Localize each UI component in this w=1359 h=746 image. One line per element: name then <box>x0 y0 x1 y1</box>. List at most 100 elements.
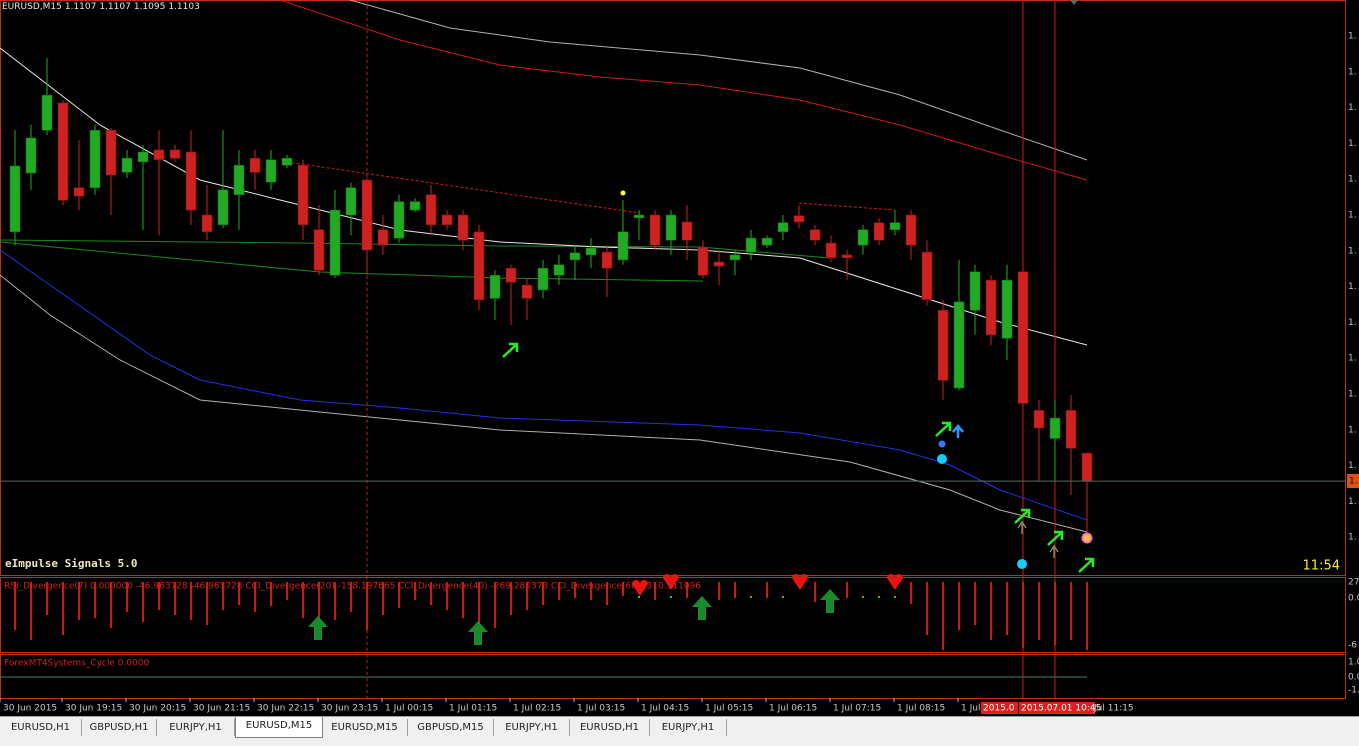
price-label: 1. <box>1348 425 1357 435</box>
time-label: 30 Jun 22:15 <box>257 704 314 714</box>
candle-body <box>985 279 997 336</box>
time-label: 1 Jul 04:15 <box>641 704 689 714</box>
candle-body <box>153 149 165 160</box>
time-label: 30 Jun 2015 <box>3 704 57 714</box>
chart-tab[interactable]: EURUSD,H1 <box>570 719 650 736</box>
signal-arrow <box>1017 520 1059 558</box>
candle-body <box>233 164 245 196</box>
rsi-up-arrows <box>308 589 840 645</box>
candle-body <box>537 267 549 291</box>
price-label: 1. <box>1348 175 1357 185</box>
indicator-name: eImpulse Signals 5.0 <box>5 557 137 570</box>
price-tag <box>1347 474 1359 488</box>
rsi-histogram-positive <box>638 596 896 598</box>
candle-body <box>201 214 213 233</box>
candle-body <box>585 247 597 256</box>
candle-body <box>713 261 725 267</box>
candle-body <box>297 164 309 226</box>
chart-tab[interactable]: GBPUSD,M15 <box>408 719 494 736</box>
candle-body <box>393 201 405 239</box>
rsi-label: RSI_Divergence(7) 0.000000 -46.963728 -4… <box>4 582 701 592</box>
price-label: 1. <box>1348 139 1357 149</box>
candle-body <box>9 165 21 233</box>
cycle-axis-label: 1.0 <box>1348 658 1359 668</box>
time-label: 1 Jul <box>961 704 980 714</box>
red-ma <box>279 0 1088 181</box>
lower-band <box>0 274 1088 533</box>
chart-tab[interactable]: EURUSD,M15 <box>235 717 323 738</box>
candle-body <box>825 242 837 259</box>
candle-body <box>313 229 325 271</box>
candle-body <box>25 137 37 174</box>
price-label: 1. <box>1348 103 1357 113</box>
candle-body <box>281 157 293 166</box>
cycle-label: ForexMT4Systems_Cycle 0.0000 <box>4 659 150 669</box>
price-label: 1. <box>1348 318 1357 328</box>
candle-body <box>377 229 389 246</box>
candle-body <box>521 284 533 299</box>
candle-body <box>425 194 437 226</box>
upper-band <box>349 0 1088 161</box>
candle-body <box>777 222 789 233</box>
time-label: Jul 11:15 <box>1093 704 1134 714</box>
trend-line <box>798 202 896 211</box>
time-label: 30 Jun 23:15 <box>321 704 378 714</box>
candle-body <box>185 151 197 211</box>
signal-dot <box>1081 532 1093 544</box>
time-highlight-label: 2015.07.01 10:45 <box>1021 704 1101 714</box>
candle-body <box>809 229 821 241</box>
tab-bar: EURUSD,H1 GBPUSD,H1 EURJPY,H1 EURUSD,M15 EUR… <box>0 716 1359 746</box>
candle-body <box>345 187 357 216</box>
candle-body <box>921 251 933 301</box>
symbol: EURUSD,M15 <box>2 2 62 12</box>
chart-tab[interactable]: EURJPY,H1 <box>494 719 570 736</box>
chart-tab[interactable]: GBPUSD,H1 <box>82 719 157 736</box>
candle-body <box>329 209 341 276</box>
candles <box>9 58 1093 538</box>
close: 1.1103 <box>168 2 200 12</box>
price-label: 1. <box>1348 497 1357 507</box>
candle-body <box>665 214 677 241</box>
candle-body <box>1001 279 1013 339</box>
price-label: 1. <box>1348 390 1357 400</box>
time-highlight <box>981 702 1018 714</box>
chart-tab[interactable]: EURJPY,H1 <box>650 719 727 736</box>
time-label: 30 Jun 21:15 <box>193 704 250 714</box>
candle-body <box>729 254 741 261</box>
candle-body <box>1081 452 1093 482</box>
price-label: 1. <box>1348 533 1357 543</box>
price-label: 1. <box>1348 246 1357 256</box>
candle-body <box>73 187 85 197</box>
chart-tab[interactable]: EURUSD,H1 <box>0 719 82 736</box>
chart-tab[interactable]: EURUSD,M15 <box>322 719 408 736</box>
candle-body <box>873 222 885 241</box>
time-highlight-label: 2015.0 <box>983 704 1015 714</box>
candle-body <box>121 157 133 173</box>
price-tag-label: 1.1 <box>1349 477 1359 487</box>
candle-body <box>441 214 453 226</box>
shift-marker <box>1070 0 1078 5</box>
low: 1.1095 <box>133 2 166 12</box>
chart-tab[interactable]: EURJPY,H1 <box>157 719 235 736</box>
open: 1.1107 <box>64 2 97 12</box>
candle-body <box>857 229 869 246</box>
chart-header: EURUSD,M15 1.1107 1.1107 1.1095 1.1103 <box>2 2 203 12</box>
chart-area: eImpulse Signals 5.0 11:54 RSI_Divergenc… <box>0 0 1359 716</box>
candle-body <box>361 179 373 251</box>
candle-body <box>473 231 485 301</box>
green-level <box>0 239 831 259</box>
candle-body <box>553 264 565 276</box>
candle-body <box>681 221 693 241</box>
candle-body <box>1017 271 1029 404</box>
signal-dot <box>620 190 626 196</box>
candle-body <box>697 247 709 276</box>
signal-dot <box>937 454 947 464</box>
candle-body <box>601 251 613 269</box>
rsi-axis-label: -6 <box>1348 641 1357 651</box>
candle-body <box>249 157 261 173</box>
candle-body <box>569 252 581 261</box>
rsi-histogram <box>14 582 1088 650</box>
time-label: 1 Jul 06:15 <box>769 704 817 714</box>
candle-body <box>969 271 981 311</box>
candle-body <box>505 267 517 283</box>
